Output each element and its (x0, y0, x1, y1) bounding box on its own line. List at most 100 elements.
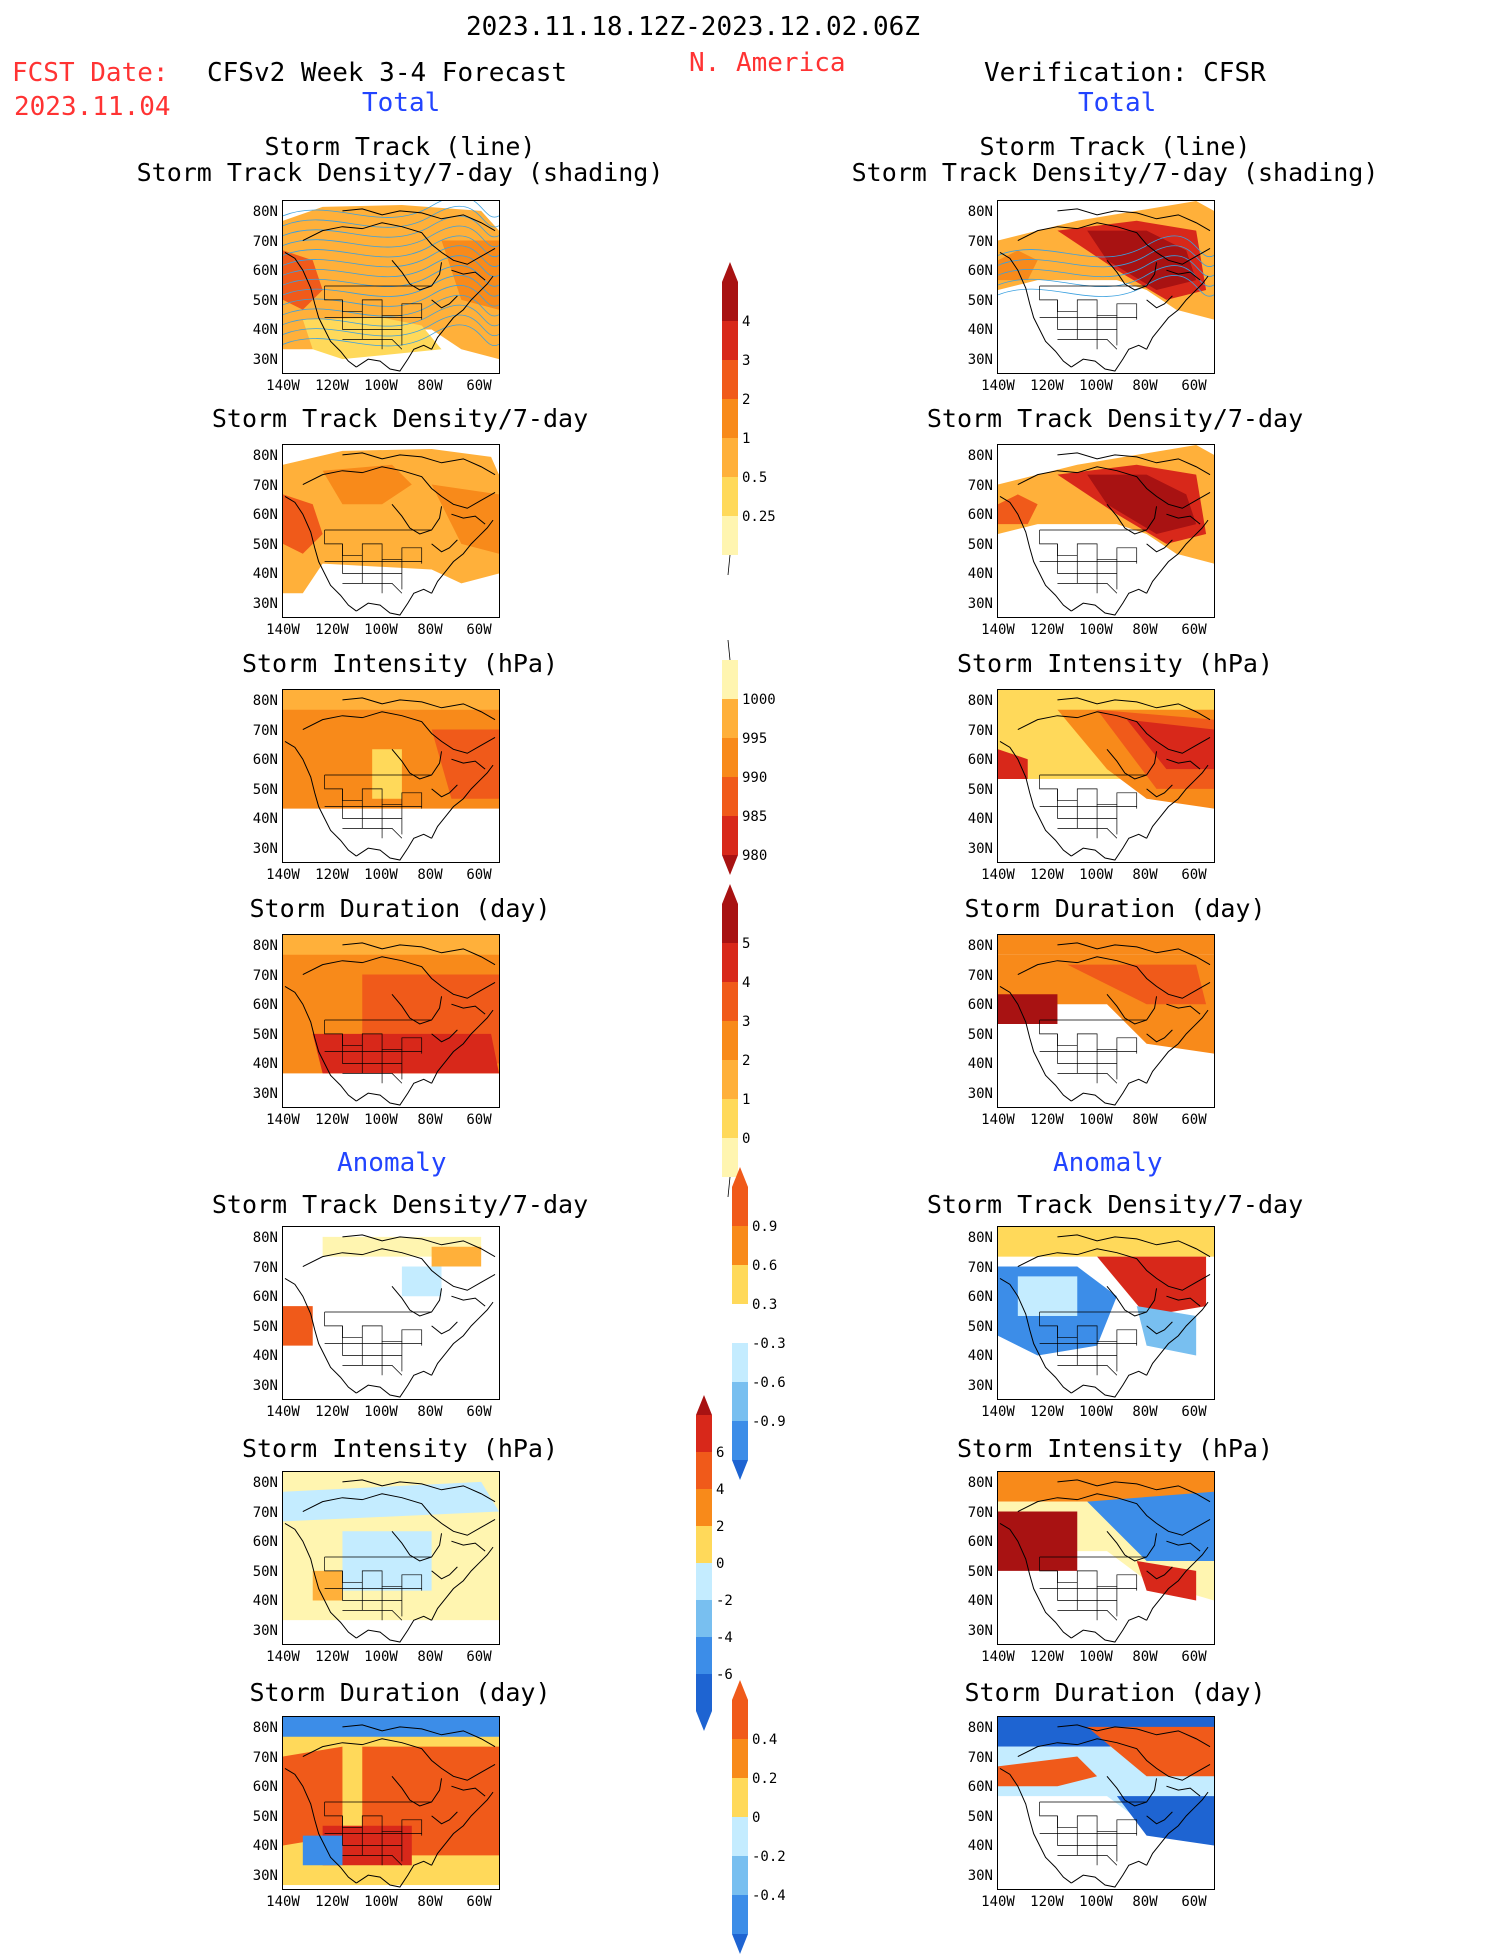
map-panel-d-left (282, 444, 500, 618)
lat-tick-label: 70N (252, 722, 278, 739)
lat-tick-label: 60N (252, 752, 278, 768)
lon-tick-label: 140W (981, 867, 1015, 883)
lon-tick-label: 100W (1079, 867, 1113, 883)
lon-tick-label: 100W (364, 1112, 398, 1128)
lat-tick-label: 60N (252, 507, 278, 523)
lat-tick-label: 50N (252, 1318, 278, 1335)
lon-tick-label: 120W (315, 378, 349, 394)
lon-tick-label: 120W (1030, 622, 1064, 638)
lon-tick-label: 60W (1181, 1649, 1207, 1665)
panel-title-intensity-left: Storm Intensity (hPa) (241, 649, 559, 678)
map-panel-ai-left (282, 1471, 500, 1645)
lat-tick-label: 80N (967, 1230, 993, 1246)
lon-tick-label: 140W (981, 1112, 1015, 1128)
lon-tick-label: 100W (1079, 378, 1113, 394)
colorbar-label: 3 (742, 353, 750, 369)
total-left-label: Total (362, 88, 441, 118)
lat-tick-label: 80N (252, 1230, 278, 1246)
lon-tick-label: 140W (266, 622, 300, 638)
lat-tick-label: 30N (967, 840, 993, 857)
lat-tick-label: 30N (252, 1085, 278, 1102)
colorbar-label: -4 (716, 1630, 733, 1646)
colorbar-label: 6 (716, 1445, 724, 1461)
colorbar-label: 4 (716, 1482, 724, 1498)
lat-tick-label: 60N (967, 997, 993, 1013)
colorbar-label: 3 (742, 1014, 750, 1030)
lon-tick-label: 60W (466, 1404, 492, 1420)
lon-tick-label: 80W (1132, 1894, 1158, 1910)
lon-tick-label: 100W (364, 1404, 398, 1420)
lat-tick-label: 50N (252, 536, 278, 553)
colorbar-label: 4 (742, 975, 750, 991)
colorbar-label: 0.4 (752, 1732, 777, 1748)
lat-tick-label: 70N (967, 477, 993, 494)
lon-tick-label: 60W (466, 1649, 492, 1665)
lat-tick-label: 30N (967, 595, 993, 612)
colorbar-label: 0 (752, 1810, 760, 1826)
lon-tick-label: 120W (315, 1649, 349, 1665)
lon-tick-label: 80W (417, 1894, 443, 1910)
lat-tick-label: 40N (967, 322, 993, 338)
map-panel-ai-right (997, 1471, 1215, 1645)
lat-tick-label: 50N (252, 1026, 278, 1043)
lat-tick-label: 80N (252, 938, 278, 954)
lat-tick-label: 70N (967, 1259, 993, 1276)
lon-tick-label: 120W (315, 1404, 349, 1420)
lat-tick-label: 60N (967, 1779, 993, 1795)
colorbar-label: -0.6 (752, 1375, 786, 1391)
colorbar-label: 5 (742, 936, 750, 952)
lat-tick-label: 30N (967, 351, 993, 368)
colorbar-duration-total: 5 4 3 2 1 0 (722, 884, 802, 1201)
lon-tick-label: 60W (466, 1112, 492, 1128)
lat-tick-label: 60N (967, 507, 993, 523)
colorbar-label: 0.9 (752, 1219, 777, 1235)
lat-tick-label: 40N (252, 1348, 278, 1364)
lat-tick-label: 80N (252, 1475, 278, 1491)
lat-tick-label: 50N (967, 292, 993, 309)
lat-tick-label: 70N (252, 967, 278, 984)
colorbar-label: 0.6 (752, 1258, 777, 1274)
lon-tick-label: 140W (266, 378, 300, 394)
panel-title-anom-duration-right: Storm Duration (day) (964, 1678, 1266, 1707)
lon-tick-label: 60W (466, 378, 492, 394)
lon-tick-label: 120W (315, 622, 349, 638)
lon-tick-label: 140W (981, 622, 1015, 638)
lat-tick-label: 50N (252, 1563, 278, 1580)
lat-tick-label: 80N (967, 204, 993, 220)
lon-tick-label: 60W (1181, 622, 1207, 638)
lat-tick-label: 70N (967, 1749, 993, 1766)
lon-tick-label: 140W (266, 1649, 300, 1665)
panel-title-anom-duration-left: Storm Duration (day) (249, 1678, 551, 1707)
lon-tick-label: 60W (466, 622, 492, 638)
lon-tick-label: 100W (1079, 1894, 1113, 1910)
lat-tick-label: 60N (967, 1534, 993, 1550)
lon-tick-label: 100W (364, 867, 398, 883)
lat-tick-label: 70N (252, 1749, 278, 1766)
lat-tick-label: 40N (252, 1056, 278, 1072)
colorbar-label: 1 (742, 431, 750, 447)
lon-tick-label: 140W (266, 1404, 300, 1420)
fcst-date-label: FCST Date: (12, 58, 169, 88)
colorbar-label: -0.2 (752, 1849, 786, 1865)
map-panel-t-left (282, 200, 500, 374)
panel-title-anom-intensity-left: Storm Intensity (hPa) (241, 1434, 559, 1463)
lat-tick-label: 30N (252, 1867, 278, 1884)
lon-tick-label: 80W (1132, 1649, 1158, 1665)
colorbar-label: -0.3 (752, 1336, 786, 1352)
colorbar-label: 985 (742, 809, 767, 825)
colorbar-label: 2 (742, 1053, 750, 1069)
lat-tick-label: 80N (967, 938, 993, 954)
lon-tick-label: 100W (1079, 1649, 1113, 1665)
lon-tick-label: 120W (1030, 378, 1064, 394)
lat-tick-label: 70N (252, 477, 278, 494)
lat-tick-label: 60N (967, 1289, 993, 1305)
lat-tick-label: 80N (252, 448, 278, 464)
lon-tick-label: 140W (266, 1112, 300, 1128)
lat-tick-label: 50N (967, 1318, 993, 1335)
lat-tick-label: 50N (252, 1808, 278, 1825)
lat-tick-label: 30N (967, 1085, 993, 1102)
lat-tick-label: 70N (967, 233, 993, 250)
lat-tick-label: 40N (967, 1348, 993, 1364)
lat-tick-label: 50N (252, 292, 278, 309)
lon-tick-label: 140W (266, 867, 300, 883)
